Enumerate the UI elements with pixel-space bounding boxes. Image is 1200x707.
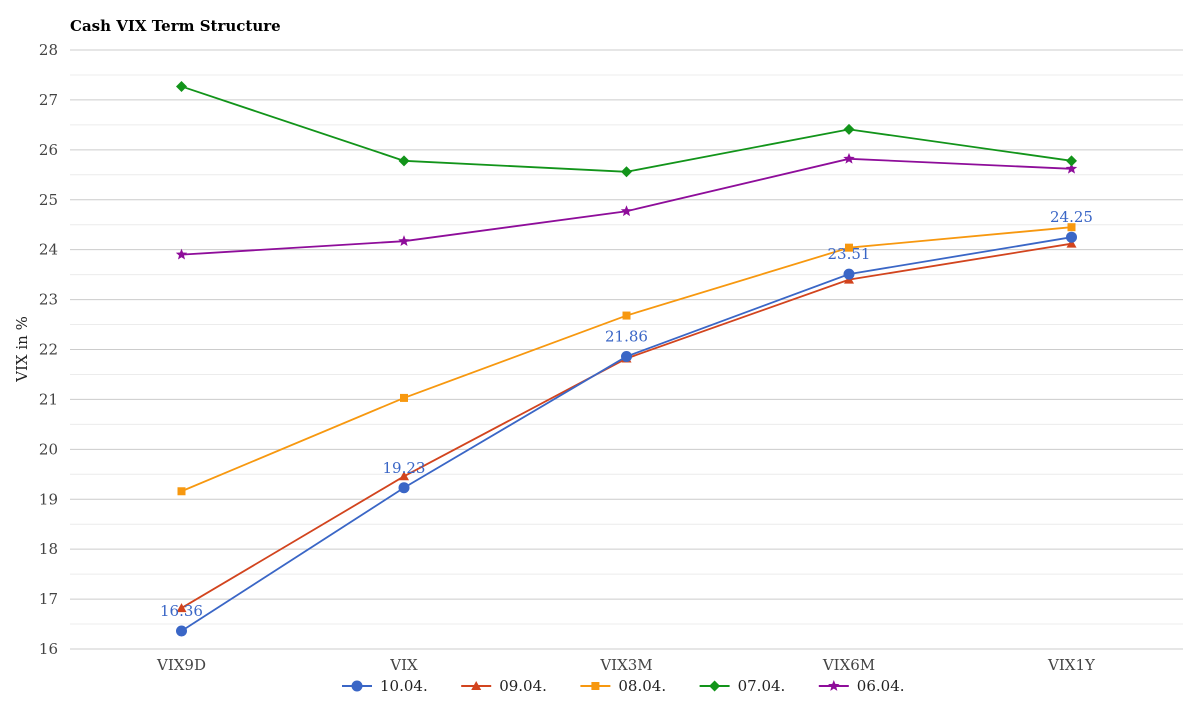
- legend[interactable]: 10.04. 09.04. 08.04. 07.04. 06.04.: [342, 677, 905, 695]
- legend-label: 10.04.: [380, 677, 428, 695]
- data-point-star: [620, 205, 633, 217]
- y-tick-label: 18: [39, 540, 58, 558]
- data-point-circle: [176, 625, 187, 637]
- series-line: [181, 85, 1072, 173]
- data-point-diamond: [709, 680, 721, 692]
- data-point-triangle: [1066, 238, 1077, 248]
- legend-item-06.04.[interactable]: 06.04.: [818, 677, 905, 695]
- data-point-star: [175, 248, 188, 260]
- series-line: [181, 236, 1072, 632]
- x-axis-ticks: VIX9D VIX VIX3M VIX6M VIX1Y: [156, 656, 1096, 674]
- series-09.04.: [176, 238, 1077, 613]
- series-07.04.: [176, 80, 1077, 178]
- data-point-square: [400, 393, 408, 402]
- data-point-triangle: [399, 471, 409, 481]
- legend-label: 06.04.: [857, 677, 905, 695]
- data-point-circle: [843, 268, 855, 280]
- data-point-circle: [1066, 231, 1077, 243]
- data-point-circle: [351, 680, 363, 692]
- y-tick-label: 19: [39, 490, 58, 508]
- y-tick-label: 24: [39, 241, 58, 259]
- x-tick-label: VIX9D: [156, 656, 206, 674]
- data-point-diamond: [1066, 155, 1077, 167]
- y-tick-label: 27: [39, 91, 58, 109]
- y-tick-label: 16: [39, 640, 58, 658]
- x-tick-label: VIX1Y: [1047, 656, 1096, 674]
- y-axis-label: VIX in %: [13, 316, 31, 383]
- data-point-square: [1067, 223, 1076, 232]
- data-labels: 16.36 19.23 21.86 23.51 24.25: [160, 208, 1093, 620]
- data-point-diamond: [621, 166, 632, 178]
- legend-label: 07.04.: [738, 677, 786, 695]
- y-tick-label: 17: [39, 590, 58, 608]
- y-tick-label: 21: [39, 390, 58, 408]
- data-point-diamond: [843, 123, 855, 135]
- data-point-diamond: [398, 155, 410, 167]
- data-label: 19.23: [383, 459, 426, 477]
- data-label: 24.25: [1050, 208, 1093, 226]
- y-axis-ticks: 16 17 18 19 20 21 22 23 24 25 26 27 28: [39, 41, 58, 658]
- data-label: 16.36: [160, 602, 203, 620]
- y-tick-label: 26: [39, 141, 58, 159]
- data-point-star: [398, 235, 410, 247]
- series-10.04.: [176, 231, 1077, 637]
- legend-label: 09.04.: [499, 677, 547, 695]
- gridlines: [70, 49, 1183, 650]
- legend-item-07.04.[interactable]: 07.04.: [699, 677, 786, 695]
- data-label: 21.86: [605, 327, 648, 345]
- legend-item-09.04.[interactable]: 09.04.: [461, 677, 547, 695]
- y-tick-label: 25: [39, 191, 58, 209]
- data-point-circle: [621, 350, 632, 362]
- series-06.04.: [175, 152, 1078, 260]
- series-group: [175, 80, 1078, 637]
- y-tick-label: 22: [39, 341, 58, 359]
- x-tick-label: VIX6M: [822, 656, 875, 674]
- y-tick-label: 28: [39, 41, 58, 59]
- data-point-square: [177, 487, 186, 496]
- data-point-star: [1065, 162, 1078, 174]
- legend-label: 08.04.: [618, 677, 666, 695]
- y-tick-label: 23: [39, 291, 58, 309]
- data-point-star: [828, 680, 840, 691]
- legend-item-10.04.[interactable]: 10.04.: [342, 677, 428, 695]
- data-point-square: [845, 243, 853, 252]
- x-tick-label: VIX3M: [599, 656, 652, 674]
- series-08.04.: [177, 223, 1076, 496]
- data-point-square: [591, 682, 600, 690]
- y-tick-label: 20: [39, 440, 58, 458]
- data-label: 23.51: [828, 245, 871, 263]
- data-point-circle: [398, 482, 410, 494]
- data-point-square: [622, 311, 631, 320]
- data-point-triangle: [471, 681, 482, 690]
- x-tick-label: VIX: [389, 656, 418, 674]
- chart-title: Cash VIX Term Structure: [70, 17, 281, 35]
- data-point-triangle: [176, 603, 187, 613]
- data-point-diamond: [176, 80, 187, 92]
- data-point-star: [843, 152, 855, 164]
- legend-item-08.04.[interactable]: 08.04.: [580, 677, 666, 695]
- series-line: [181, 242, 1072, 609]
